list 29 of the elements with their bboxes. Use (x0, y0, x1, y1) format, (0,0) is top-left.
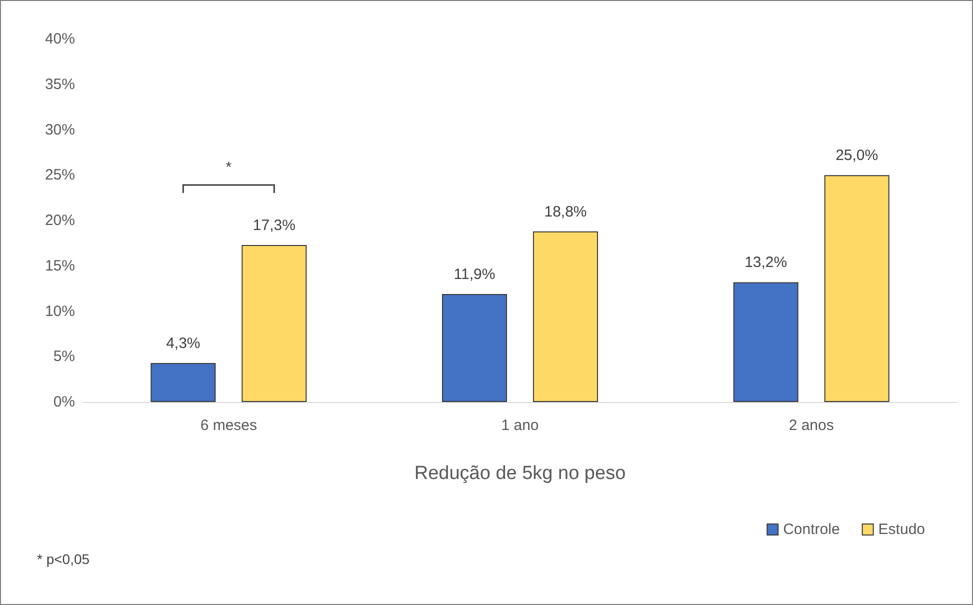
data-label: 18,8% (544, 203, 587, 220)
y-tick-label: 25% (44, 166, 75, 184)
text: * p<0,05 (37, 551, 90, 567)
bar (442, 294, 507, 402)
y-tick-label: 0% (53, 394, 75, 410)
y-tick-label: 40% (44, 30, 75, 48)
data-label: 11,9% (454, 266, 496, 284)
bar (150, 362, 216, 402)
data-label: 4,3% (166, 334, 200, 352)
x-tick-label: 6 meses (200, 417, 258, 434)
data-label: 25,0% (836, 147, 878, 164)
y-tick-label: 35% (44, 76, 75, 93)
x-tick-label: 1 ano (501, 417, 539, 434)
y-tick-label: 15% (44, 257, 75, 274)
legend-label: Controle (783, 521, 840, 538)
bar (242, 245, 307, 402)
y-tick-label: 10% (44, 302, 75, 320)
bar (733, 282, 798, 402)
annotation: * (226, 159, 232, 176)
legend-label: Estudo (878, 521, 926, 538)
y-tick-label: 30% (44, 121, 75, 138)
x-axis-title: Redução de 5kg no peso (414, 463, 626, 484)
bar (533, 231, 598, 402)
bar (824, 175, 890, 402)
data-label: 17,3% (252, 217, 296, 234)
y-tick-label: 20% (44, 212, 75, 229)
data-label: 13,2% (744, 254, 788, 272)
y-tick-label: 5% (53, 348, 75, 366)
x-tick-label: 2 anos (788, 417, 834, 434)
